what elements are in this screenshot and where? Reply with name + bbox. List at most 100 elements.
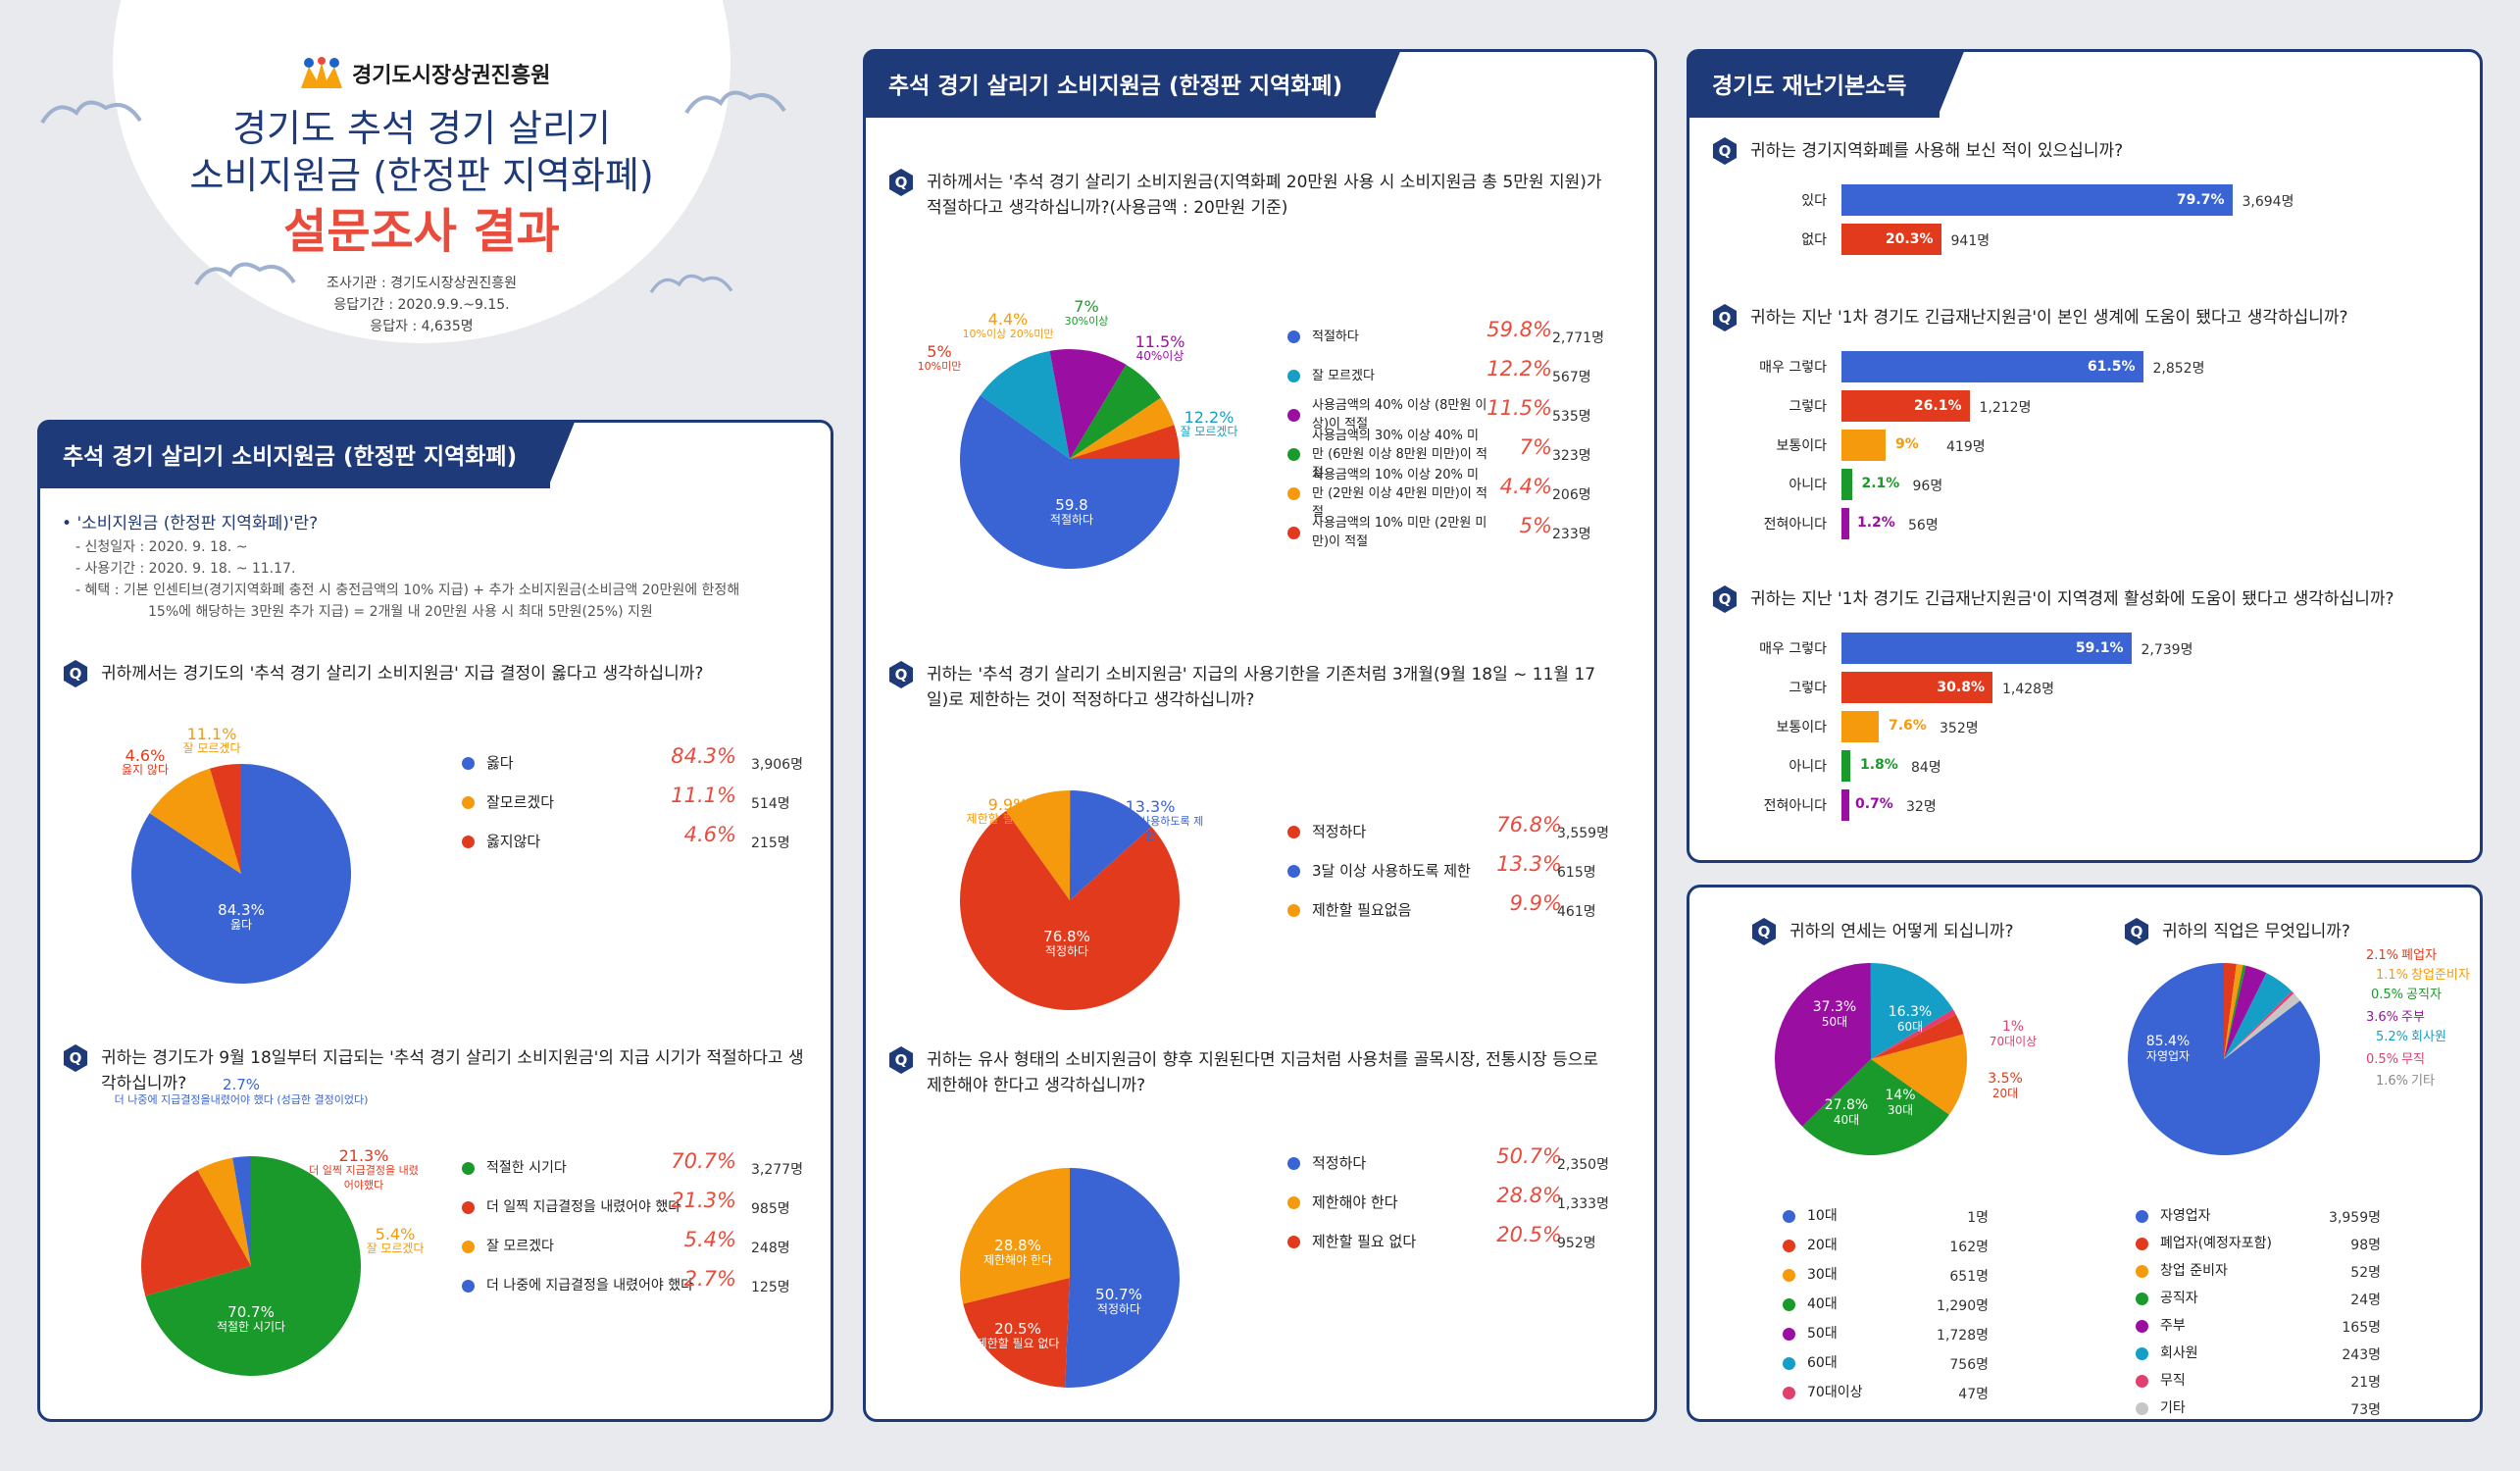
legend-item: 제한할 필요없음 [1287, 895, 1411, 925]
survey-respondents: 응답자 : 4,635명 [370, 319, 474, 334]
legend-count: 2,771명 [1552, 330, 1604, 346]
legend-dot [1287, 825, 1300, 838]
job-slice-sublabel: 기타 [2411, 1074, 2435, 1089]
q6-question: Q 귀하는 경기지역화폐를 사용해 보신 적이 있으십니까? [1711, 137, 2456, 165]
pie-slice-1 [960, 394, 1180, 569]
pie-slice-sublabel: 더 일찍 지급결정을 내렸어야했다 [309, 1164, 419, 1192]
bar-value: 1.2% [1857, 515, 1895, 531]
q3-chart: 59.8 적절하다 12.2% 잘 모르겠다 11.5% 40%이상 7% 30%이상 4.4%… [866, 238, 1650, 631]
bar-value: 20.3% [1885, 231, 1934, 247]
pie-slice-value: 11.5% [1134, 332, 1185, 351]
info-title-text: '소비지원금 (한정판 지역화폐)'란? [76, 514, 319, 533]
bar-1: 61.5% [1841, 351, 2143, 382]
info-title: • '소비지원금 (한정판 지역화폐)'란? [62, 514, 319, 533]
pie-chart-svg [2128, 963, 2320, 1155]
info-apply-date: - 신청일자 : 2020. 9. 18. ~ [76, 539, 248, 555]
legend-count: 206명 [1552, 487, 1591, 503]
pie-slice-2 [963, 1278, 1070, 1388]
legend-item: 60대 [1783, 1348, 1838, 1378]
pie-chart-svg [960, 1168, 1180, 1388]
age-slice-value: 14% [1885, 1088, 1916, 1103]
legend-item: 40대 [1783, 1290, 1838, 1319]
pie-slice-label-2: 12.2% 잘 모르겠다 [1180, 410, 1237, 439]
age-slice-sublabel: 60대 [1896, 1020, 1924, 1034]
pie-slice-value: 7% [1074, 297, 1099, 316]
legend-percent: 21.3% [671, 1189, 736, 1212]
pie-slice-3 [197, 1157, 251, 1266]
legend-dot [1287, 1195, 1300, 1209]
pie-slice-sublabel: 잘 모르겠다 [182, 741, 241, 755]
job-slice-sublabel: 공직자 [2406, 988, 2442, 1002]
org-logo: 경기도시장상권진흥원 [299, 57, 550, 90]
q3-question: Q 귀하께서는 '추석 경기 살리기 소비지원금(지역화폐 20만원 사용 시 소… [887, 169, 1613, 221]
legend-item: 옳다 [462, 748, 514, 778]
legend-percent: 28.8% [1496, 1184, 1562, 1207]
pie-slice-label-2: 9.9% 제한할 필요 없음 [967, 797, 1050, 827]
job-slice-label: 1.6% 기타 [2376, 1074, 2435, 1089]
legend-item: 주부 [2136, 1311, 2186, 1341]
bar-value: 7.6% [1889, 718, 1927, 734]
legend-count: 3,959명 [2329, 1210, 2381, 1226]
page-title-line3: 설문조사 결과 [283, 204, 560, 259]
q10-question: Q 귀하의 직업은 무엇입니까? [2123, 918, 2476, 945]
age-slice-value: 27.8% [1824, 1097, 1869, 1113]
legend-count: 52명 [2350, 1265, 2381, 1281]
q4-question: Q 귀하는 '추석 경기 살리기 소비지원금' 지급의 사용기한을 기존처럼 3개… [887, 661, 1613, 713]
legend-label: 사용금액의 10% 미만 (2만원 미만)이 적절 [1312, 516, 1487, 549]
legend-count: 535명 [1552, 409, 1591, 425]
legend-percent: 13.3% [1496, 852, 1562, 876]
pie-slice-3 [210, 764, 241, 874]
pie-slice-3 [1871, 1014, 1964, 1059]
legend-count: 1,728명 [1937, 1328, 1989, 1344]
legend-dot [1287, 903, 1300, 917]
legend-item: 기타 [2136, 1394, 2186, 1423]
legend-label: 적정하다 [1312, 1153, 1367, 1172]
legend-percent: 20.5% [1496, 1223, 1562, 1246]
bar-2: 26.1% [1841, 390, 1970, 422]
bar-count: 32명 [1906, 799, 1937, 815]
q9-question: Q 귀하의 연세는 어떻게 되십니까? [1750, 918, 2103, 945]
pie-slice-value: 11.1% [186, 725, 237, 743]
q6-chart: 있다 79.7% 3,694명 없다 20.3% 941명 [1689, 184, 2474, 282]
right-bottom-panel: Q 귀하의 연세는 어떻게 되십니까? 16.3% 60대 1% 70대이상 3.5% 20… [1687, 885, 2483, 1422]
job-slice-sublabel: 주부 [2401, 1010, 2425, 1025]
job-slice-value: 3.6% [2366, 1010, 2399, 1025]
legend-percent: 50.7% [1496, 1144, 1562, 1168]
question-icon: Q [888, 661, 914, 688]
legend-item: 적절하다 [1287, 322, 1359, 351]
org-name: 경기도시장상권진흥원 [352, 64, 551, 88]
pie-slice-sublabel: 제한할 필요 없다 [976, 1337, 1060, 1350]
q7-question-text: 귀하는 지난 '1차 경기도 긴급재난지원금'이 본인 생계에 도움이 됐다고 … [1750, 308, 2348, 328]
pie-chart-svg [960, 790, 1180, 1010]
pie-slice-sublabel: 10%미만 [917, 360, 962, 373]
pie-slice-sublabel: 40%이상 [1135, 349, 1184, 363]
survey-agency: 조사기관 : 경기도시장상권진흥원 [327, 276, 517, 291]
cloud-ornament-right2 [649, 274, 733, 294]
pie-slice-sublabel: 제한해야 한다 [983, 1253, 1053, 1267]
age-slice-label: 3.5% 20대 [1988, 1072, 2023, 1101]
pie-slice-value: 9.9% [987, 795, 1029, 814]
cloud-ornament-left [40, 100, 142, 125]
bar-label: 보통이다 [1776, 720, 1827, 736]
info-benefit-cont: 15%에 해당하는 3만원 추가 지급) = 2개월 내 20만원 사용 시 최… [148, 604, 653, 620]
legend-item: 옳지않다 [462, 827, 540, 856]
bar-count: 419명 [1946, 439, 1986, 455]
legend-count: 3,906명 [751, 757, 803, 773]
job-slice-value: 5.2% [2376, 1030, 2409, 1044]
bar-value: 9% [1895, 436, 1919, 452]
question-icon: Q [888, 1046, 914, 1074]
pie-slice-5 [2224, 973, 2293, 1059]
legend-dot [1287, 864, 1300, 878]
legend-count: 2,350명 [1557, 1157, 1609, 1173]
legend-label: 자영업자 [2160, 1207, 2211, 1224]
bar-count: 941명 [1950, 233, 1991, 249]
age-slice-sublabel: 40대 [1833, 1113, 1860, 1127]
pie-slice-4 [1871, 1034, 1967, 1115]
bar-value: 61.5% [2087, 359, 2136, 375]
legend-item: 무직 [2136, 1366, 2186, 1395]
bar-count: 2,739명 [2141, 642, 2193, 658]
legend-label: 적정하다 [1312, 822, 1367, 840]
job-main-slice-sublabel: 자영업자 [2145, 1049, 2191, 1063]
middle-panel-title: 추석 경기 살리기 소비지원금 (한정판 지역화폐) [863, 49, 1402, 118]
legend-item: 회사원 [2136, 1339, 2198, 1368]
